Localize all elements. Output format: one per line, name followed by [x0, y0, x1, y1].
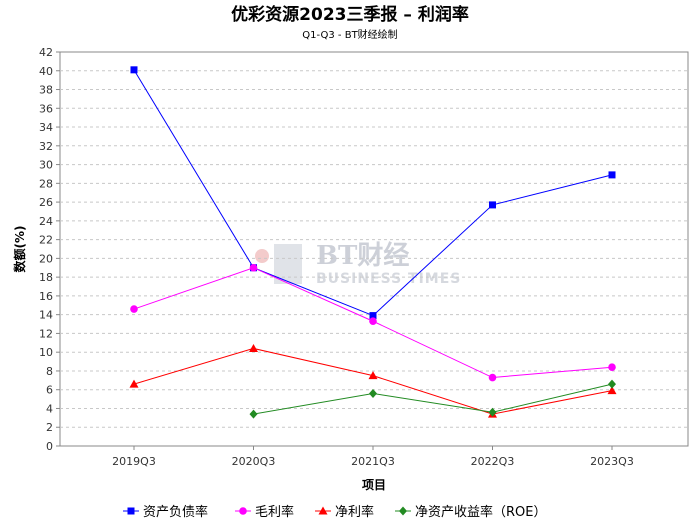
y-tick-label: 16: [39, 290, 53, 303]
series-3: [249, 379, 616, 419]
y-tick-label: 24: [39, 215, 53, 228]
legend-item: 净资产收益率（ROE）: [395, 504, 546, 520]
y-axis-label: 数额(%): [12, 226, 27, 273]
data-point: [249, 343, 258, 352]
y-tick-label: 38: [39, 84, 53, 97]
watermark-main: BT财经: [316, 240, 409, 271]
x-tick-label: 2021Q3: [351, 455, 395, 468]
watermark: BT财经 BUSINESS TIMES: [255, 240, 461, 287]
y-tick-label: 30: [39, 159, 53, 172]
x-tick-label: 2020Q3: [232, 455, 276, 468]
watermark-logo-icon: [255, 249, 269, 263]
y-tick-label: 32: [39, 140, 53, 153]
x-axis-label: 项目: [362, 478, 386, 492]
legend-label: 净资产收益率（ROE）: [415, 504, 546, 520]
legend-item: 毛利率: [235, 504, 294, 520]
data-point: [130, 66, 138, 74]
data-point: [488, 407, 497, 417]
x-axis: 2019Q3 2020Q3 2021Q3 2022Q3 2023Q3: [112, 446, 634, 468]
legend-marker: [239, 507, 247, 515]
data-point: [130, 305, 138, 313]
y-tick-label: 36: [39, 102, 53, 115]
legend-marker: [318, 506, 328, 515]
legend-label: 净利率: [335, 504, 374, 520]
legend-label: 资产负债率: [143, 504, 208, 520]
data-point: [608, 363, 616, 372]
data-point: [249, 409, 258, 419]
y-tick-label: 12: [39, 327, 53, 340]
data-point: [368, 371, 378, 380]
data-point: [369, 388, 377, 398]
y-tick-label: 42: [39, 46, 53, 59]
x-tick-label: 2019Q3: [112, 455, 156, 468]
series-layer: [129, 66, 617, 419]
legend-label: 毛利率: [255, 504, 294, 520]
y-tick-label: 0: [46, 440, 53, 453]
data-point: [129, 379, 139, 388]
data-point: [369, 312, 377, 320]
legend-item: 资产负债率: [123, 504, 208, 520]
y-tick-label: 22: [39, 234, 53, 247]
grid: [60, 70, 688, 428]
data-point: [607, 386, 617, 395]
y-tick-label: 2: [46, 421, 53, 434]
x-tick-label: 2023Q3: [590, 455, 634, 468]
legend-marker: [127, 507, 135, 515]
plot-area: [59, 51, 689, 447]
y-tick-label: 18: [39, 271, 53, 284]
data-point: [489, 201, 496, 209]
x-tick-label: 2022Q3: [471, 455, 515, 468]
y-tick-label: 10: [39, 346, 53, 359]
series-1: [130, 263, 616, 382]
y-tick-label: 8: [46, 365, 53, 378]
legend-item: 净利率: [315, 504, 374, 520]
watermark-sub: BUSINESS TIMES: [316, 271, 461, 287]
y-tick-label: 6: [46, 384, 53, 397]
y-tick-label: 14: [39, 309, 53, 322]
y-tick-label: 28: [39, 177, 53, 190]
y-tick-label: 26: [39, 196, 53, 209]
y-tick-label: 34: [39, 121, 53, 134]
legend-marker: [399, 506, 407, 516]
y-tick-label: 4: [46, 402, 53, 415]
chart-subtitle: Q1-Q3 - BT财经绘制: [302, 28, 397, 41]
data-point: [608, 171, 616, 179]
series-line: [253, 383, 613, 415]
data-point: [608, 379, 616, 389]
y-tick-label: 20: [39, 252, 53, 265]
legend: 资产负债率 毛利率 净利率 净资产收益率（ROE）: [123, 504, 546, 520]
data-point: [369, 317, 377, 326]
data-point: [249, 263, 258, 272]
chart-title: 优彩资源2023三季报 – 利润率: [231, 4, 469, 25]
data-point: [488, 373, 497, 382]
y-tick-label: 40: [39, 65, 53, 78]
